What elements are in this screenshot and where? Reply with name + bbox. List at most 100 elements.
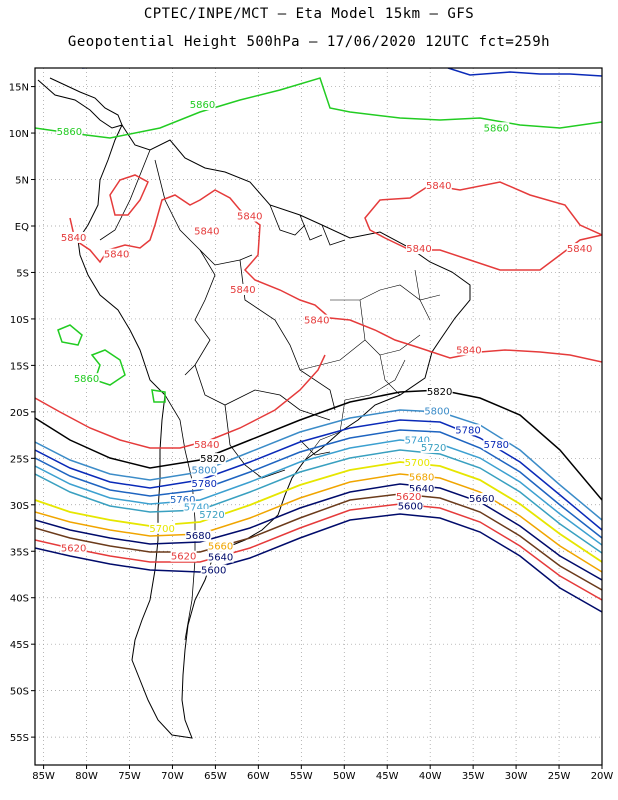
contour-5860-pacific-small <box>57 324 166 403</box>
contour-5700 <box>35 461 602 563</box>
axis-ticks: 85W 80W 75W 70W 65W 60W 55W 50W 45W 40W 35W 30W 25W 2… <box>9 83 614 782</box>
contour-5840-amazon <box>69 189 602 363</box>
contour-label: 5820 <box>200 454 225 465</box>
contour-label: 5640 <box>409 484 434 495</box>
contour-5820 <box>35 389 602 501</box>
contour-label-background <box>56 125 83 137</box>
lon-label: 80W <box>75 771 98 782</box>
lat-label: 40S <box>10 594 29 605</box>
contour-label-background <box>426 386 453 398</box>
lat-label: EQ <box>15 222 29 233</box>
contour-label: 5600 <box>398 502 423 513</box>
contour-5860-pacific <box>90 349 126 386</box>
contour-label: 5840 <box>230 285 255 296</box>
contour-label: 5840 <box>194 226 219 237</box>
lat-label: 5S <box>16 268 29 279</box>
contour-label-background <box>468 493 495 505</box>
contour-lines <box>35 68 602 613</box>
contour-label: 5860 <box>190 100 215 111</box>
south-america-coastline <box>77 123 471 739</box>
contour-label-background <box>397 500 424 512</box>
contour-label: 5640 <box>208 553 233 564</box>
contour-label-background <box>200 564 227 576</box>
contour-label-background <box>303 314 330 326</box>
contour-label-background <box>483 122 510 134</box>
contour-label: 5840 <box>426 181 451 192</box>
lat-label: 10N <box>9 129 29 140</box>
contour-label: 5760 <box>170 495 195 506</box>
contour-label: 5800 <box>424 407 449 418</box>
contour-label-background <box>73 373 100 385</box>
contour-label-background <box>404 456 431 468</box>
contour-label-background <box>420 441 447 453</box>
contour-label: 5740 <box>405 436 430 447</box>
lon-label: 85W <box>32 771 55 782</box>
contour-label: 5860 <box>74 374 99 385</box>
contour-label-background <box>193 439 220 451</box>
contour-label-background <box>483 439 510 451</box>
lon-label: 45W <box>376 771 399 782</box>
contour-5780 <box>35 419 602 531</box>
contour-5640 <box>35 493 602 591</box>
contour-label-background <box>454 424 481 436</box>
lon-label: 70W <box>161 771 184 782</box>
contour-label: 5840 <box>237 212 262 223</box>
lat-label: 35S <box>10 547 29 558</box>
contour-label: 5660 <box>208 541 233 552</box>
contour-label-background <box>207 540 234 552</box>
contour-label-background <box>408 482 435 494</box>
lat-label: 55S <box>10 733 29 744</box>
contour-label: 5740 <box>184 502 209 513</box>
lat-label: 30S <box>10 501 29 512</box>
contour-label: 5780 <box>484 440 509 451</box>
lon-label: 55W <box>290 771 313 782</box>
contour-label-background <box>60 542 87 554</box>
contour-label-background <box>60 231 87 243</box>
contour-5680 <box>35 473 602 573</box>
contour-label: 5620 <box>396 492 421 503</box>
contour-5660 <box>35 483 602 581</box>
coastline-and-borders <box>37 77 471 739</box>
lat-label: 15N <box>9 83 29 94</box>
contour-label: 5840 <box>567 244 592 255</box>
contour-label: 5800 <box>192 465 217 476</box>
contour-label-background <box>236 210 263 222</box>
contour-label-background <box>169 493 196 505</box>
lon-label: 75W <box>118 771 141 782</box>
contour-label-background <box>103 248 130 260</box>
lon-label: 50W <box>333 771 356 782</box>
lon-label: 35W <box>462 771 485 782</box>
contour-label: 5860 <box>484 123 509 134</box>
contour-label: 5700 <box>405 458 430 469</box>
contour-label-background <box>199 453 226 465</box>
contour-label-background <box>189 99 216 111</box>
lat-label: 15S <box>10 361 29 372</box>
contour-label-background <box>425 179 452 191</box>
contour-label-background <box>455 344 482 356</box>
contour-label-background <box>170 550 197 562</box>
lon-label: 30W <box>505 771 528 782</box>
contour-label: 5820 <box>427 387 452 398</box>
contour-label: 5720 <box>199 510 224 521</box>
contour-label-background <box>406 243 433 255</box>
lon-label: 65W <box>204 771 227 782</box>
contour-labels: 5860 5860 5860 5860 5840 5840 5840 5840 5840 5840… <box>56 99 593 577</box>
contour-label-background <box>191 478 218 490</box>
contour-5760 <box>35 429 602 539</box>
contour-5860-north <box>35 77 602 139</box>
lat-label: 45S <box>10 640 29 651</box>
contour-label: 5780 <box>455 425 480 436</box>
lon-label: 40W <box>419 771 442 782</box>
lat-label: 50S <box>10 687 29 698</box>
contour-5600 <box>35 513 602 613</box>
contour-label-background <box>566 243 593 255</box>
contour-label: 5600 <box>201 566 226 577</box>
lon-label: 25W <box>548 771 571 782</box>
lat-label: 10S <box>10 315 29 326</box>
contour-5620 <box>35 503 602 601</box>
contour-label-background <box>185 530 212 542</box>
contour-label-background <box>191 464 218 476</box>
contour-label-background <box>183 501 210 513</box>
contour-5840-south <box>35 354 326 449</box>
